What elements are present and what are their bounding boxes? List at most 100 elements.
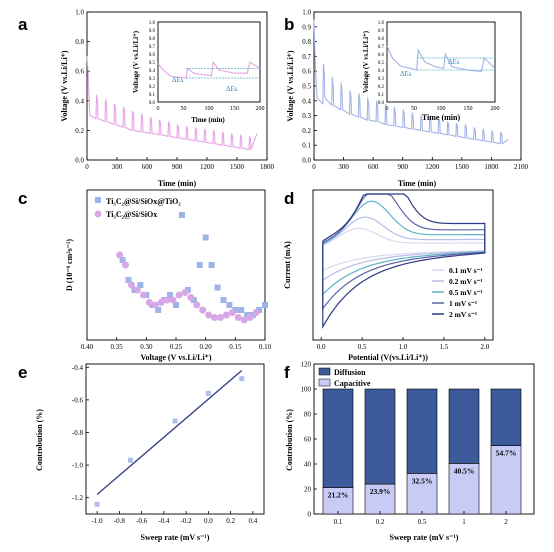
panel-b-inset-ytick-label: 0.8 <box>378 37 385 42</box>
panel-c-square-point <box>232 307 239 313</box>
panel-b-ytick-label: 0.5 <box>302 83 311 91</box>
panel-a-inset-frame <box>157 21 261 103</box>
panel-c-square-point <box>208 262 215 268</box>
panel-label-e: e <box>18 363 27 382</box>
panel-c-xtick-label: 0.15 <box>229 343 242 351</box>
panel-f-legend-diffusion-swatch <box>318 367 331 376</box>
panel-b-inset-xlabel: Time (min) <box>422 113 461 122</box>
panel-c-circle-point <box>234 314 242 321</box>
panel-a-xtick-label: 300 <box>112 163 123 171</box>
panel-a-xtick-label: 0 <box>85 163 89 171</box>
panel-c-circle-point <box>222 311 230 319</box>
panel-a-xlabel: Time (min) <box>158 179 197 188</box>
panel-a-inset-xtick-label: 100 <box>205 106 214 112</box>
panel-c-xtick-label: 0.20 <box>200 343 213 351</box>
panel-f-xtick-label: 1 <box>462 518 466 526</box>
panel-c-square-point <box>119 257 126 263</box>
panel-c-square-point <box>137 282 144 288</box>
panel-a-inset-ytick-label: 0.9 <box>149 29 156 34</box>
panel-c-ticks: 0.40 0.35 0.30 0.25 0.20 0.15 0.10 <box>81 337 272 351</box>
panel-b-inset-xtick-label: 200 <box>491 106 500 112</box>
panel-a-ytick-label: 0.8 <box>75 38 84 46</box>
panel-d-xlabel: Potential (V(vs.Li/Li⁺)) <box>348 353 428 362</box>
panel-b-inset-xtick-label: 150 <box>464 106 473 112</box>
panel-d-legend-label: 0.2 mV s⁻¹ <box>449 277 483 286</box>
panel-f-ylabel: Controbution (%) <box>285 409 294 471</box>
panel-a-ylabel: Voltage (V vs.Li/Li⁺) <box>60 50 69 121</box>
panel-c-legend-2: Ti₃C₂@Si/SiOx <box>106 210 157 219</box>
panel-f: f 0 20 40 60 80 100 120 21.2% 0.1 23.9% 0.2 32.5% 0… <box>284 361 535 542</box>
panel-e-ytick-label: -1.0 <box>72 462 84 470</box>
panel-b-xtick-label: 1200 <box>425 163 440 171</box>
panel-a-xtick-label: 1800 <box>260 163 275 171</box>
panel-b-ytick-label: 0.9 <box>302 23 311 31</box>
panel-f-xtick-label: 0.1 <box>334 518 343 526</box>
panel-b-ytick-label: 0.1 <box>302 142 311 150</box>
panel-c-square-point <box>262 302 268 308</box>
panel-f-legend-capacitive: Capacitive <box>334 379 371 388</box>
panel-c-square-point <box>125 277 132 283</box>
panel-e-frame <box>85 363 265 515</box>
panel-f-data-label: 21.2% <box>328 491 349 500</box>
panel-c-circle-point <box>163 296 171 304</box>
panel-a-ytick-label: 1.0 <box>75 9 84 17</box>
panel-e-ticks: -1.0 -0.8 -0.6 -0.4 -0.2 0.0 0.2 0.4 -0.4 -0.6 -0.… <box>72 364 258 525</box>
panel-b: b 0 300 600 900 1200 1500 1800 21000.00.10.20.3… <box>284 9 529 189</box>
panel-d-xtick-label: 1.0 <box>399 343 408 351</box>
panel-b-xtick-label: 2100 <box>514 163 529 171</box>
panel-c-square-point <box>226 302 233 308</box>
panel-a-inset-ytick-label: 0.2 <box>149 85 156 90</box>
panel-e-plot <box>94 370 245 507</box>
panel-f-ytick-label: 80 <box>304 411 312 419</box>
panel-c-square-point <box>173 302 179 308</box>
panel-d-legend-label: 0.5 mV s⁻¹ <box>449 288 483 297</box>
panel-a-inset-annotation-1: ΔEs <box>172 76 184 84</box>
panel-a: a 0 300 600 900 1200 1500 18000.00.20.40.60.81… <box>18 9 275 189</box>
panel-b-inset-ytick-label: 1.0 <box>378 21 385 26</box>
panel-a-inset-ytick-label: 0.3 <box>149 77 156 82</box>
panel-b-inset-annotation-1: ΔEs <box>400 70 412 78</box>
panel-c-circle-point <box>240 316 248 324</box>
panel-a-xtick-label: 1200 <box>200 163 215 171</box>
panel-f-bar-capacitive <box>322 487 354 515</box>
panel-c-square-point <box>214 284 221 291</box>
panel-b-inset-annotation-2: ΔEs <box>448 58 460 66</box>
panel-c-circle-point <box>252 309 260 316</box>
panel-c-circle-point <box>211 314 219 321</box>
panel-e-data-point <box>239 376 245 382</box>
panel-a-curve <box>86 56 258 151</box>
panel-a-xtick-label: 1500 <box>230 163 245 171</box>
panel-e-xtick-label: 0.4 <box>249 517 258 525</box>
panel-f-legend-capacitive-swatch <box>318 378 331 387</box>
panel-d-xtick-label: 0.0 <box>317 343 326 351</box>
panel-a-inset: 0 50 100 150 200 0.0 0.1 0.2 0.3 0.4 0.5 0.6 0.7 0.8 0… <box>149 21 265 112</box>
panel-e: e -1.0 -0.8 -0.6 -0.4 -0.2 0.0 0.2 0.4-0.4-0.6-… <box>18 363 265 542</box>
panel-f-ytick-label: 100 <box>301 386 312 394</box>
panel-b-inset-frame <box>386 21 496 103</box>
panel-e-xtick-label: -0.2 <box>181 517 193 525</box>
panel-a-inset-ytick-label: 1.0 <box>149 21 156 26</box>
panel-f-ytick-label: 20 <box>304 486 312 494</box>
panel-c-circle-point <box>181 289 189 296</box>
panel-c-xtick-label: 0.40 <box>81 343 94 351</box>
panel-a-ytick-label: 0.2 <box>75 127 84 135</box>
panel-f-ytick-label: 0 <box>308 511 312 519</box>
panel-b-ytick-label: 0.7 <box>302 53 311 61</box>
panel-b-ytick-label: 0.8 <box>302 38 311 46</box>
panel-e-data-point <box>172 418 178 424</box>
panel-e-data-point <box>94 501 100 507</box>
panel-a-inset-ytick-label: 0.0 <box>149 101 156 106</box>
panel-c-ylabel: D (10⁻⁹ cm²s⁻¹) <box>65 239 74 291</box>
panel-c-circle-point <box>175 291 183 299</box>
panel-b-inset-ytick-label: 0.0 <box>378 101 385 106</box>
panel-e-xtick-label: -0.8 <box>114 517 126 525</box>
panel-c-square-point <box>256 307 263 313</box>
panel-a-ytick-label: 0.4 <box>75 97 84 105</box>
panel-b-curve <box>313 19 509 145</box>
panel-b-ytick-label: 0.3 <box>302 112 311 120</box>
panel-c-points <box>116 212 268 324</box>
panel-e-ylabel: Controbution (%) <box>35 409 44 471</box>
panel-d-ylabel: Current (mA) <box>283 241 292 289</box>
panel-f-xtick-label: 0.2 <box>376 518 385 526</box>
